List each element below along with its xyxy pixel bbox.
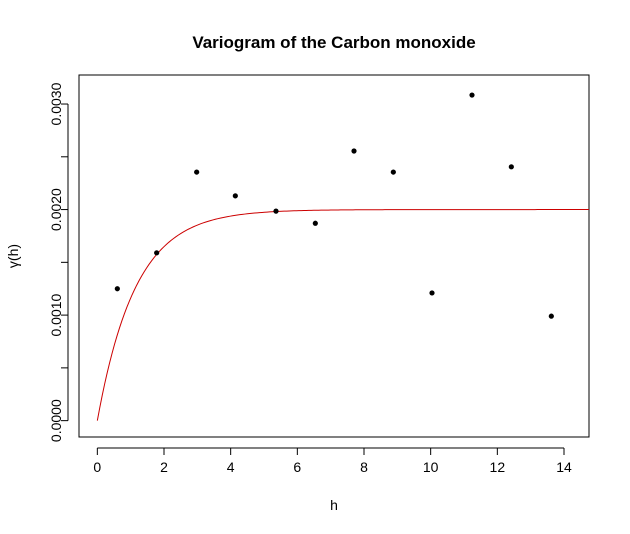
x-tick-label: 4: [227, 459, 235, 475]
y-tick-label: 0.0000: [48, 399, 64, 442]
y-tick-label: 0.0020: [48, 188, 64, 231]
x-tick-label: 2: [160, 459, 168, 475]
data-point: [232, 193, 238, 199]
y-axis-label: γ(h): [5, 244, 21, 268]
data-point: [429, 290, 435, 296]
x-tick-label: 14: [556, 459, 572, 475]
x-tick-label: 10: [423, 459, 439, 475]
plot-frame: [78, 74, 590, 438]
data-point: [508, 164, 514, 170]
data-point: [548, 313, 554, 319]
data-point: [469, 92, 475, 98]
data-point: [154, 250, 160, 256]
y-axis: 0.0000 0.0010 0.0020 0.0030: [48, 82, 69, 442]
x-tick-label: 12: [490, 459, 506, 475]
y-tick-label: 0.0030: [48, 82, 64, 125]
x-axis-label: h: [330, 497, 338, 513]
chart-title: Variogram of the Carbon monoxide: [192, 33, 475, 52]
x-tick-label: 0: [93, 459, 101, 475]
x-axis: 0 2 4 6 8 10 12 14: [93, 447, 572, 475]
y-tick-label: 0.0010: [48, 293, 64, 336]
x-tick-label: 8: [360, 459, 368, 475]
x-tick-label: 6: [293, 459, 301, 475]
fitted-model-curve: [96, 209, 589, 421]
data-point: [273, 208, 279, 214]
data-point: [351, 148, 357, 154]
data-point: [114, 286, 120, 292]
data-points: [114, 92, 554, 319]
data-point: [390, 169, 396, 175]
data-point: [312, 220, 318, 226]
data-point: [194, 169, 200, 175]
